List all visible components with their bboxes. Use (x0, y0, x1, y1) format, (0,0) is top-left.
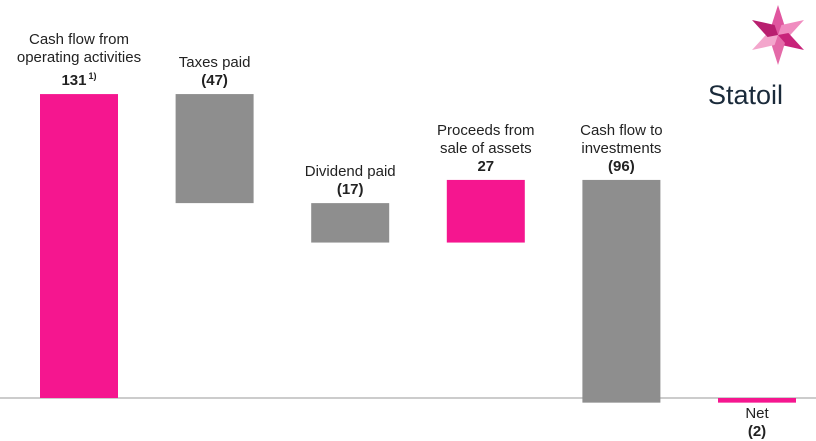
category-label: Cash flow to investments (580, 121, 663, 157)
bar (175, 94, 254, 204)
bar-label: Dividend paid (17) (271, 163, 429, 199)
value-label: (17) (336, 181, 364, 199)
value-label: 27 (477, 157, 495, 175)
value-label: (96) (608, 157, 635, 175)
category-label: Taxes paid (178, 54, 251, 72)
category-label: Proceeds from sale of assets (437, 121, 535, 157)
bar-label: Net (2) (678, 405, 816, 441)
value-label: 131 (61, 72, 87, 90)
category-label: Net (745, 404, 769, 422)
bar (582, 179, 661, 403)
bar (311, 203, 390, 243)
bar (718, 398, 796, 403)
bar (40, 94, 118, 398)
bar-label: Taxes paid (47) (136, 54, 294, 90)
value-label: (47) (201, 72, 228, 90)
category-label: Cash flow from operating activities (16, 31, 142, 67)
logo-text: Statoil (708, 80, 784, 110)
logo-star (752, 5, 804, 65)
bar-label: Cash flow from operating activities 131 1) (0, 31, 158, 90)
bar (446, 179, 525, 243)
bar-label: Proceeds from sale of assets 27 (407, 122, 565, 176)
category-label: Dividend paid (304, 163, 396, 181)
value-label: (2) (747, 422, 767, 440)
footnote-marker: 1) (88, 71, 97, 82)
bar-label: Cash flow to investments (96) (542, 122, 700, 176)
